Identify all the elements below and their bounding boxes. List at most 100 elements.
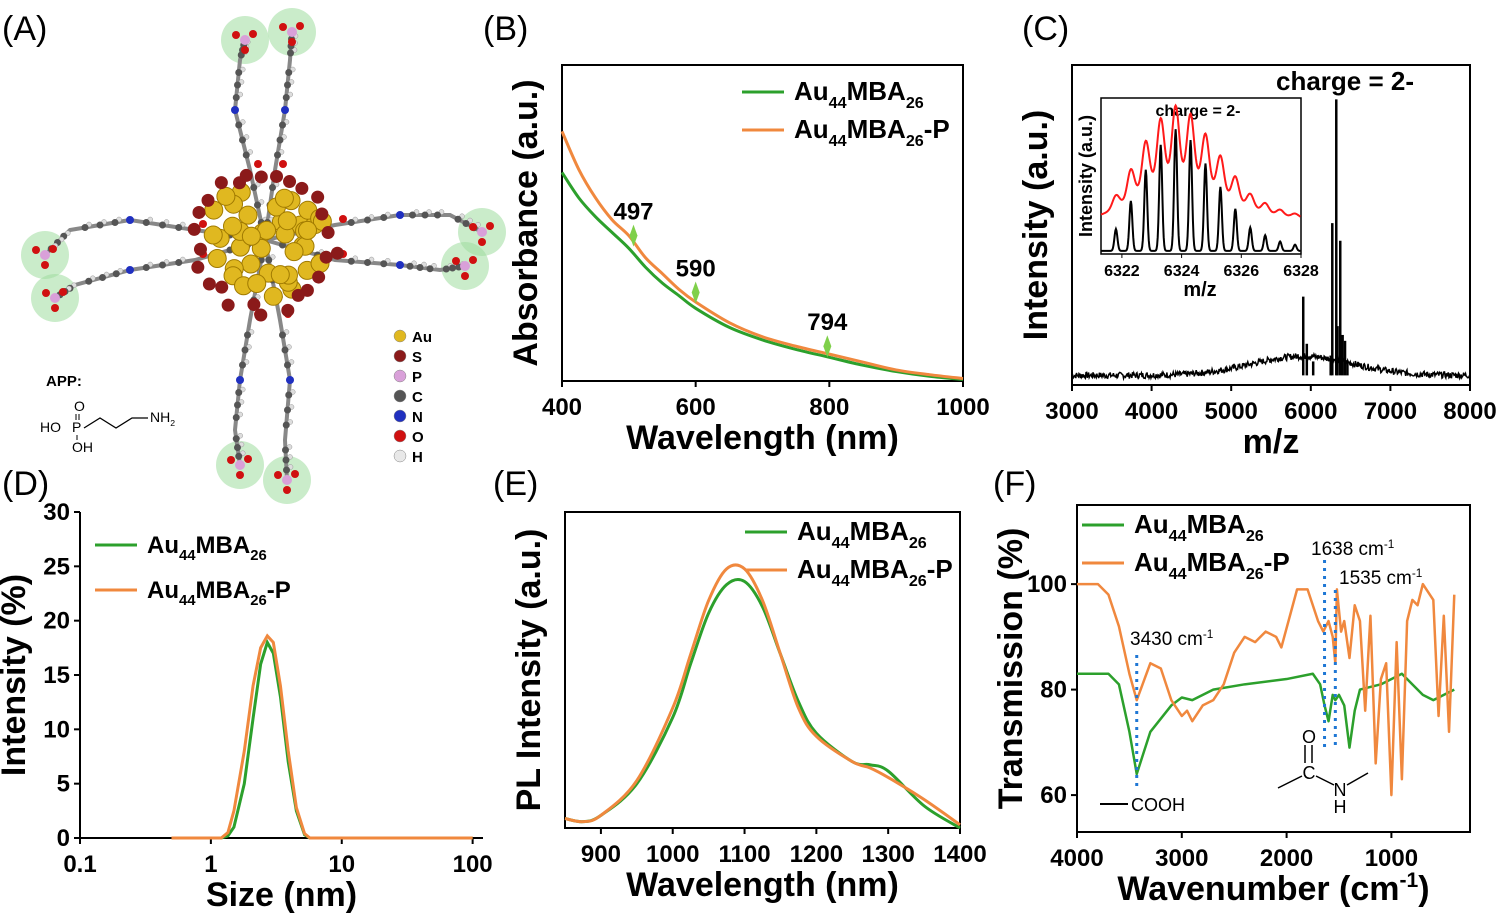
legend-atom-label: N [412,409,423,426]
s-atom [247,298,261,312]
series-line-orange [1077,582,1456,797]
s-atom [311,190,325,204]
panel-label-d: (D) [2,465,49,503]
s-atom [191,260,205,274]
o-atom [227,456,235,464]
text-run: Transmission (%) [992,528,1030,810]
text-run: NH [150,409,170,425]
c-atom [347,219,355,226]
c-atom [274,151,281,159]
c-atom [234,444,241,451]
c-atom [426,265,434,273]
au-atom [207,248,227,268]
x-tick-label: 1000 [646,841,699,868]
c-atom [421,211,429,219]
peak-label-3430: 3430 cm-1​ [1130,628,1213,650]
c-atom [234,81,241,89]
text-run: Size (nm) [206,876,357,914]
app-structure: APP: HO PO OH NH2​ [40,373,175,455]
charge-label: charge = 2- [1276,66,1414,96]
text-run: Wavelength (nm) [626,866,899,904]
s-atom [291,288,305,302]
chart-e-pl: 900 1000 1100 1200 1300 1400 Wavelength (nm) PL… [510,511,987,904]
c-atom [284,406,291,414]
p-atom [50,293,60,303]
au-atom [274,188,294,208]
x-tick-label: 7000 [1364,398,1417,425]
legend-label: Au44​MBA26​ [797,516,927,552]
text-run: m/z [1243,423,1300,461]
app-ho: HO [40,419,61,435]
y-axis-label: Transmission (%) [992,528,1030,810]
x-tick-label: 1 [204,851,217,878]
c-atom [81,224,89,231]
text-run: Wavelength (nm) [626,419,899,457]
app-o: O [74,398,85,414]
o-atom [49,245,57,253]
subscript: 44 [832,534,850,552]
o-atom [283,486,291,494]
x-tick-label: 10 [328,851,355,878]
text-run: Au [794,114,829,144]
text-run: 1638 cm [1311,539,1384,560]
legend-atom-c [393,389,407,403]
x-tick-label: 1000 [1365,845,1418,872]
o-atom [339,215,347,223]
legend-atom-label: H [412,449,423,466]
legend-label: Au44​MBA26​-P [797,554,953,590]
plot-frame [561,64,964,382]
c-atom [142,219,150,226]
au-atom [284,242,304,262]
peak-marker [823,335,832,358]
s-atom [330,246,344,260]
amide-c-label: C [1303,763,1316,783]
subscript: 44 [832,572,850,590]
s-atom [214,176,228,190]
s-atom [221,298,235,312]
subscript: 44 [1169,565,1187,583]
c-atom [232,414,240,421]
app-nh2: NH2​ [150,409,175,428]
text-run: MBA [196,532,251,559]
c-atom [285,69,293,76]
series-line-green [564,578,961,830]
p-atom [235,460,245,470]
x-tick-label: 4000 [1125,398,1178,425]
c-atom [244,331,251,339]
legend-atom-label: C [412,389,423,406]
p-atom [460,261,470,271]
o-atom [232,31,240,39]
subscript: 44 [1169,527,1187,545]
p-atom [240,35,250,45]
app-oh: OH [72,439,93,455]
subscript: 26 [909,534,927,552]
au-atom [238,205,258,225]
n-atom [281,106,289,114]
c-atom [85,277,93,285]
text-run: Intensity (a.u.) [1017,110,1055,340]
series-line-simulated [1100,103,1301,218]
c-atom [279,121,286,129]
c-atom [96,221,104,229]
series-line-orange [171,633,473,840]
subscript: 26 [1246,565,1264,583]
au-atom [263,286,283,306]
plot-frame [564,511,961,829]
y-tick-label: 25 [43,553,70,580]
amide-h-label: H [1334,797,1347,817]
legend-atom-p [393,369,407,383]
subscript: 2 [170,418,175,428]
text-run: Au [794,76,829,106]
inset-x-tick-label: 6326 [1224,263,1260,280]
c-atom [347,257,355,265]
s-atom [319,250,333,264]
text-run: -P [1264,547,1290,577]
spectrum-baseline [1071,351,1471,382]
x-axis-label: Size (nm) [206,876,357,914]
c-atom [241,346,249,354]
x-tick-label: 4000 [1050,845,1103,872]
panel-label-c: (C) [1022,10,1069,48]
legend-atom-n [393,409,407,423]
